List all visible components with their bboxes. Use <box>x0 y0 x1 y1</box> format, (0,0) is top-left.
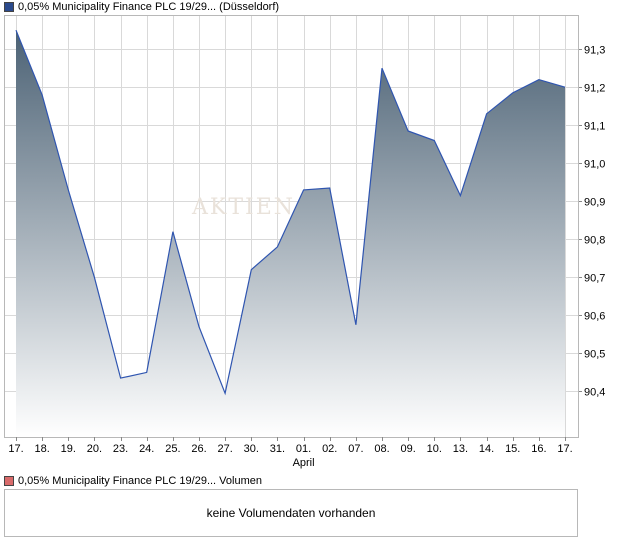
y-tick-label: 90,4 <box>584 387 605 399</box>
y-tick-label: 90,6 <box>584 311 605 323</box>
x-tick-label: 19. <box>61 443 76 455</box>
x-tick-label: 13. <box>453 443 468 455</box>
x-tick-label: 02. <box>322 443 337 455</box>
x-tick-label: 15. <box>505 443 520 455</box>
volume-panel: keine Volumendaten vorhanden <box>4 489 578 537</box>
x-month-label: April <box>293 457 315 469</box>
y-tick-label: 91,0 <box>584 159 605 171</box>
watermark-logo: AKTIEN <box>191 195 295 220</box>
x-tick-label: 09. <box>400 443 415 455</box>
no-volume-message: keine Volumendaten vorhanden <box>206 506 376 520</box>
volume-legend-label: 0,05% Municipality Finance PLC 19/29... … <box>18 475 262 487</box>
price-legend-label: 0,05% Municipality Finance PLC 19/29... … <box>18 1 280 13</box>
price-legend: 0,05% Municipality Finance PLC 19/29... … <box>4 0 279 14</box>
x-tick-label: 31. <box>270 443 285 455</box>
x-tick-label: 26. <box>191 443 206 455</box>
price-area <box>16 30 565 437</box>
x-tick-label: 16. <box>531 443 546 455</box>
y-tick-label: 90,7 <box>584 273 605 285</box>
y-tick-label: 90,5 <box>584 349 605 361</box>
x-tick-label: 24. <box>139 443 154 455</box>
x-tick-label: 14. <box>479 443 494 455</box>
x-tick-label: 20. <box>87 443 102 455</box>
x-tick-label: 10. <box>427 443 442 455</box>
price-chart: 90,4 90,5 90,6 90,7 90,8 90,9 91,0 91,1 91,2 91,3… <box>4 15 605 469</box>
x-tick-label: 17. <box>8 443 23 455</box>
x-tick-label: 01. <box>296 443 311 455</box>
x-tick-label: 23. <box>113 443 128 455</box>
price-line <box>15 29 566 396</box>
y-tick-label: 91,1 <box>584 121 605 133</box>
x-tick-label: 18. <box>34 443 49 455</box>
plot-frame <box>4 15 579 438</box>
volume-legend: 0,05% Municipality Finance PLC 19/29... … <box>4 474 262 488</box>
y-tick-label: 91,2 <box>584 83 605 95</box>
y-tick-label: 90,9 <box>584 197 605 209</box>
x-tick-label: 07. <box>348 443 363 455</box>
x-tick-label: 27. <box>217 443 232 455</box>
x-tick-label: 25. <box>165 443 180 455</box>
x-tick-label: 30. <box>244 443 259 455</box>
y-tick-label: 90,8 <box>584 235 605 247</box>
volume-legend-swatch <box>4 476 14 486</box>
x-tick-label: 17. <box>557 443 572 455</box>
y-tick-label: 91,3 <box>584 45 605 57</box>
price-legend-swatch <box>4 2 14 12</box>
x-tick-label: 08. <box>374 443 389 455</box>
